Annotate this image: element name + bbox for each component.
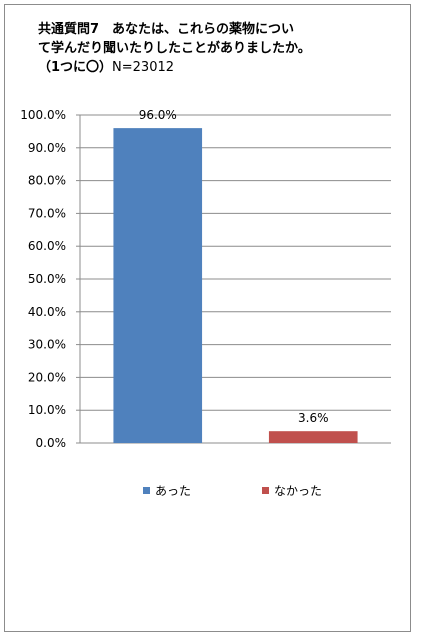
y-tick-label: 70.0% (28, 206, 66, 220)
y-tick-label: 30.0% (28, 338, 66, 352)
y-tick-label: 60.0% (28, 239, 66, 253)
legend-label: あった (155, 484, 192, 498)
data-label-2: 3.6% (298, 411, 329, 425)
legend-item-1: あった (143, 482, 191, 499)
y-tick-label: 90.0% (28, 141, 66, 155)
bar-1 (113, 128, 203, 443)
y-tick-label: 80.0% (28, 174, 66, 188)
legend-item-2: なかった (262, 482, 322, 499)
legend-swatch (262, 487, 269, 494)
chart-title-instruction: （1つに〇） (38, 60, 113, 75)
y-tick-label: 10.0% (28, 403, 66, 417)
legend-swatch (143, 487, 150, 494)
chart-title-line-3: （1つに〇）N=23012 (38, 58, 398, 77)
chart-sample-size: N=23012 (112, 60, 175, 75)
chart-legend: あった なかった (0, 482, 423, 502)
bar-2 (268, 431, 358, 443)
chart-title-line-2: て学んだり聞いたりしたことがありましたか。 (38, 41, 311, 56)
legend-label: なかった (274, 484, 323, 498)
y-tick-label: 0.0% (36, 436, 67, 450)
chart-frame (4, 4, 411, 632)
y-tick-label: 50.0% (28, 272, 66, 286)
data-label-1: 96.0% (139, 108, 177, 122)
y-tick-label: 40.0% (28, 305, 66, 319)
y-tick-label: 100.0% (20, 108, 66, 122)
chart-title-line-1: 共通質問7 あなたは、これらの薬物につい (38, 22, 295, 37)
chart-title: 共通質問7 あなたは、これらの薬物につい て学んだり聞いたりしたことがありました… (38, 20, 398, 77)
y-tick-label: 20.0% (28, 370, 66, 384)
